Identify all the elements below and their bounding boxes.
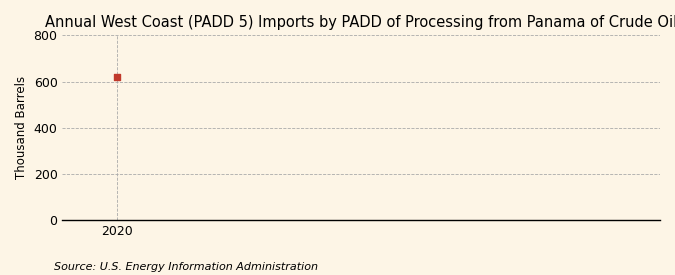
Point bbox=[111, 75, 122, 79]
Title: Annual West Coast (PADD 5) Imports by PADD of Processing from Panama of Crude Oi: Annual West Coast (PADD 5) Imports by PA… bbox=[45, 15, 675, 30]
Y-axis label: Thousand Barrels: Thousand Barrels bbox=[15, 76, 28, 179]
Text: Source: U.S. Energy Information Administration: Source: U.S. Energy Information Administ… bbox=[54, 262, 318, 272]
